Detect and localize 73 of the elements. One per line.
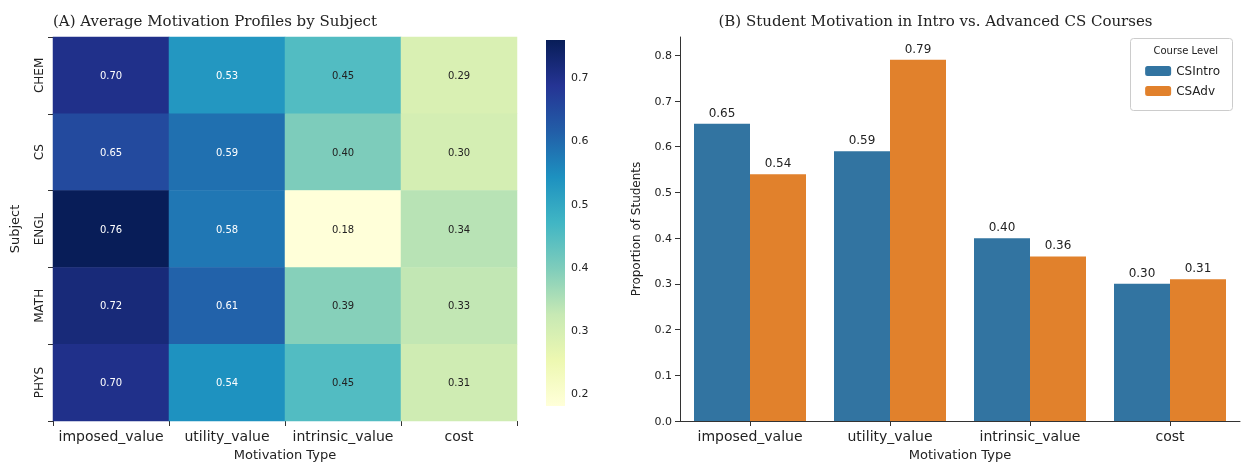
bar: [834, 151, 890, 421]
y-axis-title: Subject: [7, 204, 22, 254]
data-label: 0.54: [764, 156, 792, 171]
chart-title: (B) Student Motivation in Intro vs. Advanced CS Courses: [718, 11, 1153, 30]
data-label: 0.31: [447, 377, 471, 389]
y-tick-label: 0.3: [654, 277, 672, 291]
x-axis-title: Motivation Type: [233, 446, 337, 462]
x-tick-label: intrinsic_value: [292, 428, 394, 444]
color-bar-label: 0.6: [571, 134, 589, 148]
data-label: 0.72: [99, 300, 123, 312]
y-tick-label: CS: [32, 144, 46, 161]
bar: [750, 174, 806, 421]
bar: [974, 238, 1030, 421]
data-label: 0.30: [1128, 265, 1156, 280]
y-tick-label: 0.6: [654, 140, 672, 154]
data-label: 0.18: [331, 223, 355, 235]
color-bar-label: 0.5: [571, 197, 589, 211]
y-tick-label: 0.8: [654, 48, 672, 62]
data-label: 0.45: [331, 377, 355, 389]
x-tick-label: cost: [444, 428, 475, 444]
data-label: 0.79: [904, 41, 932, 56]
y-tick-label: CHEM: [32, 57, 46, 94]
y-tick-label: PHYS: [32, 366, 46, 399]
legend-label: CSAdv: [1176, 84, 1216, 98]
y-tick-label: 0.2: [654, 323, 672, 337]
data-label: 0.40: [331, 146, 355, 158]
bar: [694, 123, 750, 421]
data-label: 0.40: [988, 220, 1016, 235]
x-tick-label: utility_value: [184, 428, 270, 444]
y-tick-label: MATH: [32, 288, 46, 323]
data-label: 0.53: [215, 69, 239, 81]
y-axis-title: Proportion of Students: [629, 161, 643, 297]
data-label: 0.31: [1184, 261, 1212, 276]
data-label: 0.65: [708, 105, 736, 120]
y-tick-label: ENGL: [32, 212, 46, 246]
data-label: 0.45: [331, 69, 355, 81]
legend-label: CSIntro: [1176, 64, 1220, 78]
x-tick-label: imposed_value: [58, 428, 164, 444]
data-label: 0.30: [447, 146, 471, 158]
x-tick-label: imposed_value: [697, 428, 803, 444]
x-tick-label: intrinsic_value: [979, 428, 1081, 444]
y-tick-label: 0.5: [654, 185, 672, 199]
y-tick-label: 0.0: [654, 414, 672, 428]
color-bar-label: 0.3: [571, 323, 589, 337]
data-label: 0.70: [99, 69, 123, 81]
data-label: 0.54: [215, 377, 239, 389]
color-bar-label: 0.7: [571, 71, 589, 85]
data-label: 0.59: [848, 133, 876, 148]
data-label: 0.61: [215, 300, 239, 312]
bar: [1030, 256, 1086, 421]
bar: [1170, 279, 1226, 421]
chart-title: (A) Average Motivation Profiles by Subject: [53, 11, 377, 30]
data-label: 0.65: [99, 146, 123, 158]
data-label: 0.59: [215, 146, 239, 158]
data-label: 0.33: [447, 300, 471, 312]
data-label: 0.36: [1044, 238, 1072, 253]
x-tick-label: utility_value: [847, 428, 933, 444]
y-tick-label: 0.4: [654, 231, 672, 245]
y-tick-label: 0.7: [654, 94, 672, 108]
color-bar-label: 0.4: [571, 260, 589, 274]
x-axis-title: Motivation Type: [908, 446, 1012, 462]
bar: [890, 59, 946, 421]
data-label: 0.58: [215, 223, 239, 235]
color-bar-label: 0.2: [571, 386, 589, 400]
data-label: 0.39: [331, 300, 355, 312]
y-tick-label: 0.1: [654, 368, 672, 382]
data-label: 0.70: [99, 377, 123, 389]
legend-title: Course Level: [1153, 44, 1219, 56]
bar: [1114, 283, 1170, 421]
data-label: 0.76: [99, 223, 123, 235]
x-tick-label: cost: [1155, 428, 1186, 444]
data-label: 0.34: [447, 223, 471, 235]
data-label: 0.29: [447, 69, 471, 81]
